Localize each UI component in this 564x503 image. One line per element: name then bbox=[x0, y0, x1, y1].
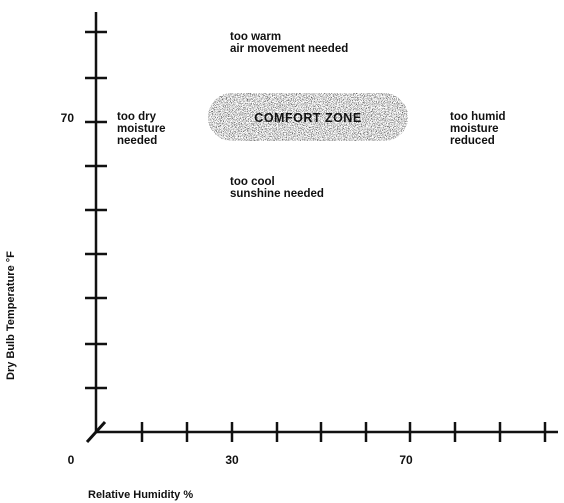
annotation-right: too humid moisture reduced bbox=[450, 111, 506, 147]
annotation-above: too warm air movement needed bbox=[230, 31, 348, 55]
x-tick-label: 70 bbox=[399, 453, 413, 467]
tick-labels: 0 30 70 70 bbox=[61, 111, 413, 467]
annotation-line: too dry bbox=[117, 111, 157, 123]
annotation-line: needed bbox=[117, 135, 157, 147]
annotation-line: air movement needed bbox=[230, 43, 348, 55]
annotation-line: reduced bbox=[450, 135, 495, 147]
annotation-line: sunshine needed bbox=[230, 188, 324, 200]
annotation-left: too dry moisture needed bbox=[117, 111, 166, 147]
comfort-zone-region: COMFORT ZONE bbox=[208, 93, 408, 141]
tick-marks bbox=[85, 30, 547, 442]
annotation-line: moisture bbox=[117, 123, 166, 135]
comfort-zone-label: COMFORT ZONE bbox=[254, 111, 361, 125]
x-tick-label: 30 bbox=[225, 453, 239, 467]
annotation-below: too cool sunshine needed bbox=[230, 176, 324, 200]
annotation-line: moisture bbox=[450, 123, 499, 135]
annotation-line: too warm bbox=[230, 31, 281, 43]
y-axis-label: Dry Bulb Temperature °F bbox=[5, 251, 17, 380]
annotation-line: too cool bbox=[230, 176, 275, 188]
x-axis-label: Relative Humidity % bbox=[88, 489, 193, 501]
x-tick-label: 0 bbox=[68, 453, 75, 467]
comfort-zone-band bbox=[208, 93, 408, 141]
axes bbox=[85, 12, 558, 444]
annotation-line: too humid bbox=[450, 111, 506, 123]
y-tick-label: 70 bbox=[61, 111, 75, 125]
axis-break-mark bbox=[85, 420, 107, 444]
